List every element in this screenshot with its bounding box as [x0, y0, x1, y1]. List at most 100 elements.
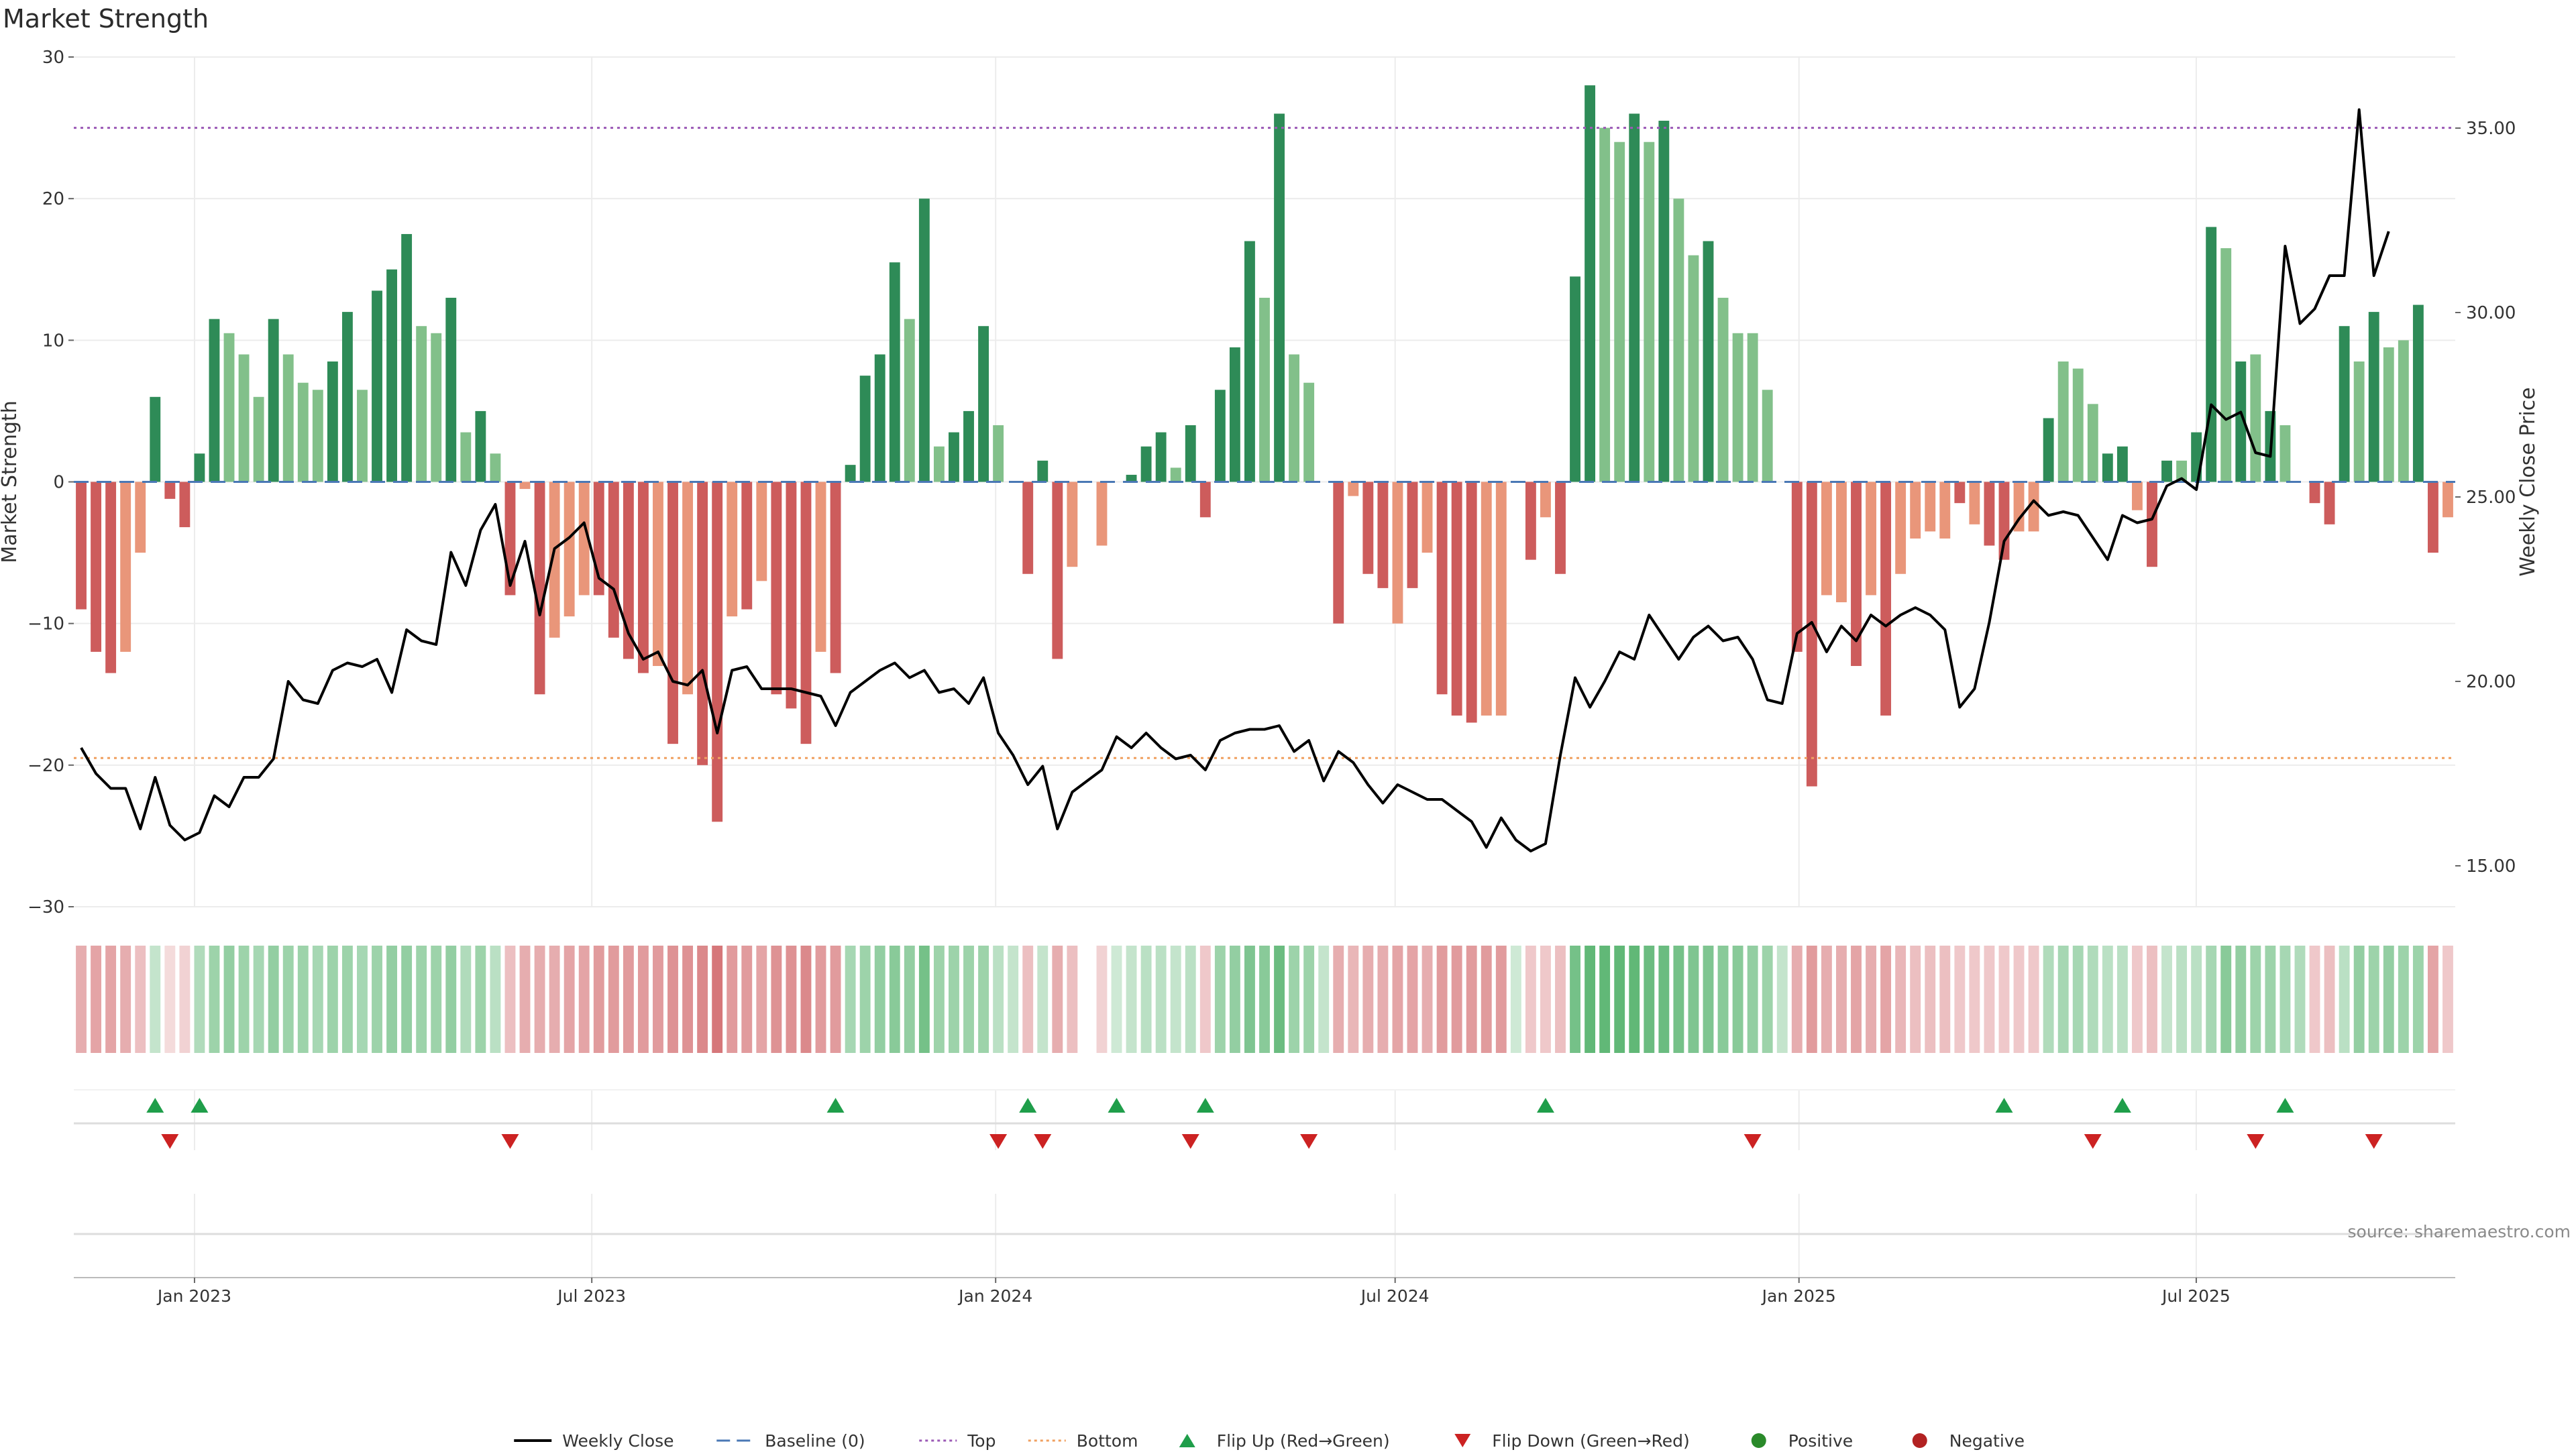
y-right-tick-label: 15.00 [2466, 856, 2516, 877]
strength-bar [1185, 425, 1196, 482]
heat-cell [1717, 946, 1729, 1053]
weekly-close-line [80, 108, 2390, 852]
legend-label: Positive [1788, 1431, 1853, 1451]
heat-cell [874, 946, 885, 1053]
heat-cell [933, 946, 945, 1053]
heat-cell [2309, 946, 2320, 1053]
heat-cell [2427, 946, 2438, 1053]
heat-cell [2220, 946, 2232, 1053]
chart-title: Market Strength [3, 4, 209, 34]
heat-cell [1525, 946, 1536, 1053]
heat-cell [1880, 946, 1892, 1053]
y-left-tick-label: −10 [28, 614, 64, 634]
heat-cell [2072, 946, 2084, 1053]
strength-bar [830, 482, 841, 673]
strength-heat-strip [76, 946, 2453, 1053]
heat-cell [1791, 946, 1803, 1053]
heat-cell [1969, 946, 1980, 1053]
source-credit: source: sharemaestro.com [2347, 1222, 2571, 1241]
legend-item: Weekly Close [514, 1431, 674, 1451]
legend-label: Baseline (0) [765, 1431, 865, 1451]
heat-cell [1199, 946, 1211, 1053]
heat-cell [1244, 946, 1255, 1053]
heat-cell [1510, 946, 1521, 1053]
heat-cell [401, 946, 413, 1053]
legend-item: Flip Up (Red→Green) [1179, 1431, 1390, 1451]
legend-item: Baseline (0) [716, 1431, 865, 1451]
strength-bar [1762, 390, 1773, 482]
strength-bar [1451, 482, 1462, 716]
strength-bar [978, 326, 989, 482]
heat-cell [297, 946, 309, 1053]
heat-cell [1703, 946, 1714, 1053]
heat-cell [91, 946, 102, 1053]
strength-bar [859, 376, 871, 482]
strength-bar [1540, 482, 1551, 518]
strength-bar [386, 269, 398, 482]
heat-cell [1747, 946, 1758, 1053]
heat-cell [1008, 946, 1019, 1053]
strength-bar [623, 482, 634, 659]
flip-down-marker [2365, 1133, 2383, 1150]
legend-label: Top [967, 1431, 996, 1451]
flip-up-marker [2276, 1097, 2294, 1113]
strength-bar [1644, 142, 1655, 482]
strength-bar [445, 297, 457, 482]
axes-layer: 30 20 10 0 −30 −20 −10 35.00 30.00 25.00 20.00 15.0… [0, 48, 2540, 917]
strength-bar [1599, 127, 1611, 482]
strength-bar [2324, 482, 2335, 524]
flip-up-marker [1196, 1097, 1214, 1113]
strength-bar [120, 482, 131, 652]
heat-cell [1421, 946, 1433, 1053]
x-tick-label: Jan 2024 [957, 1286, 1032, 1306]
heat-cell [2057, 946, 2069, 1053]
heat-cell [682, 946, 693, 1053]
strength-bar [1998, 482, 2010, 560]
heat-cell [1984, 946, 1995, 1053]
strength-bar [1747, 333, 1758, 482]
heat-cell [2161, 946, 2172, 1053]
heat-cell [741, 946, 753, 1053]
heat-cell [416, 946, 427, 1053]
strength-bar [1703, 241, 1714, 482]
heat-cell [2176, 946, 2188, 1053]
heat-cell [2412, 946, 2424, 1053]
heat-cell [1776, 946, 1788, 1053]
strength-bar [1214, 390, 1226, 482]
heat-cell [1185, 946, 1196, 1053]
heat-cell [1407, 946, 1418, 1053]
heat-cell [1954, 946, 1966, 1053]
strength-bar [1407, 482, 1418, 588]
strength-bar [1910, 482, 1921, 539]
heat-cell [889, 946, 900, 1053]
heat-cell [76, 946, 87, 1053]
legend-item: Top [919, 1431, 996, 1451]
x-tick-label: Jul 2025 [2161, 1286, 2231, 1306]
heat-cell [1229, 946, 1240, 1053]
strength-bar [1673, 199, 1684, 482]
heat-cell [993, 946, 1004, 1053]
strength-bar [1732, 333, 1743, 482]
strength-bar [341, 312, 353, 482]
heat-cell [1540, 946, 1551, 1053]
flip-up-marker [2113, 1097, 2131, 1113]
heat-cell [1895, 946, 1907, 1053]
y-right-tick-label: 20.00 [2466, 672, 2516, 692]
strength-bar [1244, 241, 1255, 482]
heat-cell [2339, 946, 2350, 1053]
strength-bar [993, 425, 1004, 482]
x-axis: Jan 2023 Jul 2023 Jan 2024 Jul 2024 Jan 2025… [74, 1277, 2455, 1306]
heat-cell [1377, 946, 1389, 1053]
heat-cell [2265, 946, 2276, 1053]
strength-bar [727, 482, 738, 617]
y-right-axis-label: Weekly Close Price [2516, 387, 2540, 576]
heat-cell [223, 946, 235, 1053]
strength-bar [1851, 482, 1862, 667]
strength-bar [1333, 482, 1344, 624]
strength-bar [2383, 347, 2394, 482]
strength-bar [904, 319, 915, 482]
strength-bar [1022, 482, 1034, 574]
legend-item: Positive [1751, 1431, 1853, 1451]
strength-bar [2443, 482, 2453, 518]
